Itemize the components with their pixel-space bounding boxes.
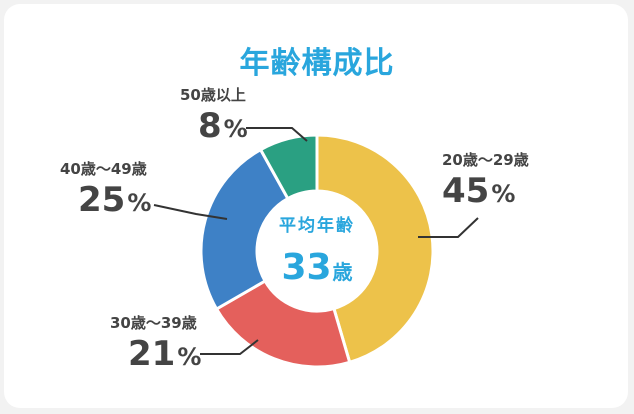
slice-40s: [199, 148, 290, 311]
average-age-label: 平均年齢: [279, 216, 355, 236]
chart-title: 年齢構成比: [239, 46, 395, 81]
donut-hole: [258, 192, 376, 310]
slice-percent-30s: 21%: [128, 334, 202, 374]
slice-percent-40s: 25%: [78, 180, 152, 220]
average-age-value: 33歳: [281, 247, 353, 288]
slice-label-20s: 20歳～29歳 45%: [442, 151, 529, 211]
leader-line-20s: [418, 217, 479, 238]
leader-line-40s: [153, 204, 228, 220]
slice-label-40s: 40歳～49歳 25%: [60, 160, 152, 220]
slice-name-30s: 30歳～39歳: [110, 314, 197, 332]
slice-percent-20s: 45%: [442, 171, 516, 211]
leader-line-30s: [200, 339, 259, 355]
slice-label-50plus: 50歳以上 8%: [180, 86, 248, 146]
slice-name-50plus: 50歳以上: [180, 86, 246, 104]
slice-name-20s: 20歳～29歳: [442, 151, 529, 169]
slice-label-30s: 30歳～39歳 21%: [110, 314, 202, 374]
slice-20s: [315, 133, 435, 364]
slice-name-40s: 40歳～49歳: [60, 160, 147, 178]
slice-50plus: [259, 133, 319, 201]
slice-percent-50plus: 8%: [198, 106, 248, 146]
leader-line-50plus: [246, 127, 308, 142]
